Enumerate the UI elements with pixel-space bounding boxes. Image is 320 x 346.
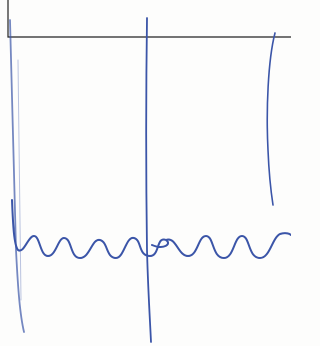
page: [0, 0, 291, 346]
scanned-sketch: [0, 0, 291, 346]
